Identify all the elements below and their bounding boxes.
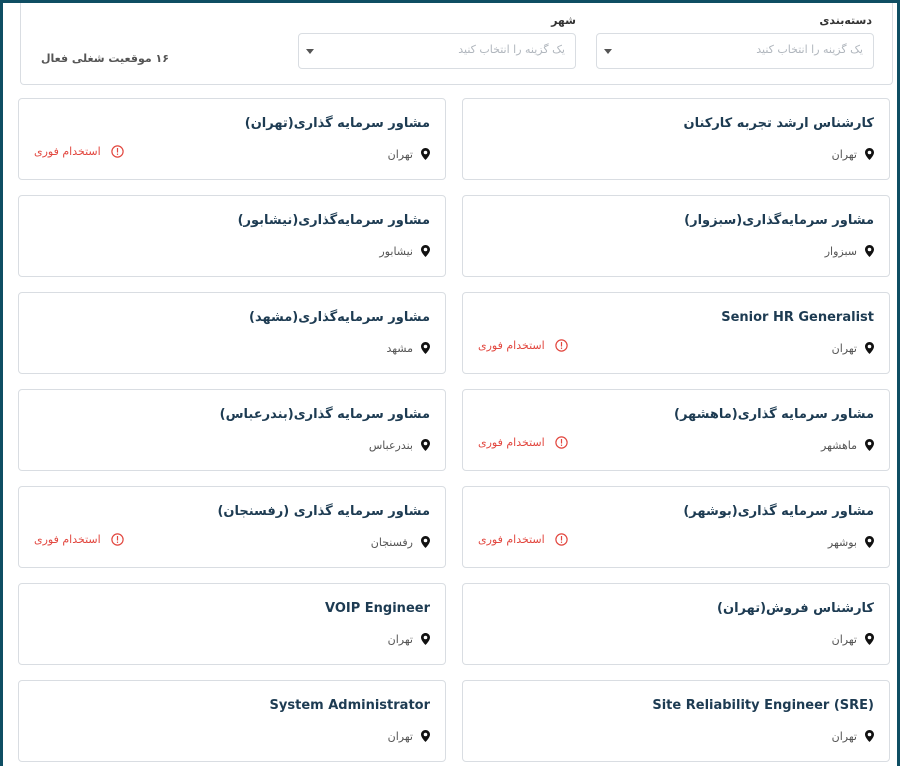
job-title[interactable]: مشاور سرمایه گذاری(بوشهر) [683, 504, 874, 519]
alert-circle-icon [111, 533, 124, 546]
job-title[interactable]: مشاور سرمایه گذاری(ماهشهر) [674, 407, 874, 422]
location-pin-icon [865, 242, 874, 261]
job-location-text: بوشهر [827, 536, 857, 549]
job-location-text: ماهشهر [821, 439, 857, 452]
job-location-text: تهران [387, 148, 413, 161]
urgent-hiring-label: استخدام فوری [34, 533, 101, 546]
job-title[interactable]: مشاور سرمایه گذاری(تهران) [244, 116, 430, 131]
category-select-placeholder: یک گزینه را انتخاب کنید [756, 43, 863, 56]
job-card[interactable]: مشاور سرمایه‌گذاری(مشهد) مشهد [18, 292, 446, 374]
job-location: سبزوار [825, 242, 874, 261]
category-select[interactable]: یک گزینه را انتخاب کنید [596, 33, 874, 69]
job-card[interactable]: Site Reliability Engineer (SRE) تهران [462, 680, 890, 762]
job-title[interactable]: مشاور سرمایه‌گذاری(سبزوار) [684, 213, 874, 228]
job-location-text: تهران [831, 730, 857, 743]
job-location-text: تهران [831, 148, 857, 161]
job-location: تهران [388, 630, 430, 649]
job-card[interactable]: کارشناس ارشد تجربه کارکنان تهران [462, 98, 890, 180]
city-filter-label: شهر [551, 14, 576, 27]
filter-panel: دسته‌بندی یک گزینه را انتخاب کنید شهر یک… [20, 3, 893, 85]
chevron-down-icon [604, 49, 612, 54]
urgent-hiring-label: استخدام فوری [34, 145, 101, 158]
job-card[interactable]: مشاور سرمایه گذاری(تهران) تهران استخدام فو… [18, 98, 446, 180]
job-location-text: تهران [831, 342, 857, 355]
job-title[interactable]: Senior HR Generalist [721, 310, 874, 325]
active-jobs-count: ۱۶ موقعیت شغلی فعال [41, 52, 169, 65]
job-title[interactable]: مشاور سرمایه گذاری(بندرعباس) [219, 407, 430, 422]
location-pin-icon [421, 145, 430, 164]
job-location-text: سبزوار [824, 245, 857, 258]
job-card[interactable]: VOIP Engineer تهران [18, 583, 446, 665]
chevron-down-icon [306, 49, 314, 54]
job-location-text: تهران [831, 633, 857, 646]
job-location: مشهد [386, 339, 430, 358]
job-location: تهران [832, 145, 874, 164]
job-location: تهران [388, 145, 430, 164]
job-location: بندرعباس [369, 436, 430, 455]
job-title[interactable]: Site Reliability Engineer (SRE) [652, 698, 874, 713]
location-pin-icon [865, 436, 874, 455]
job-card[interactable]: System Administrator تهران [18, 680, 446, 762]
job-location: تهران [832, 630, 874, 649]
job-location-text: تهران [387, 633, 413, 646]
location-pin-icon [421, 436, 430, 455]
location-pin-icon [421, 533, 430, 552]
category-filter-label: دسته‌بندی [819, 14, 872, 27]
job-card[interactable]: مشاور سرمایه گذاری(بندرعباس) بندرعباس [18, 389, 446, 471]
location-pin-icon [421, 242, 430, 261]
urgent-hiring-label: استخدام فوری [478, 533, 545, 546]
urgent-hiring-badge: استخدام فوری [478, 339, 568, 352]
job-title[interactable]: کارشناس فروش(تهران) [717, 601, 874, 616]
job-card[interactable]: مشاور سرمایه‌گذاری(سبزوار) سبزوار [462, 195, 890, 277]
urgent-hiring-label: استخدام فوری [478, 339, 545, 352]
job-card[interactable]: Senior HR Generalist تهران استخدام فوری [462, 292, 890, 374]
city-select-placeholder: یک گزینه را انتخاب کنید [458, 43, 565, 56]
location-pin-icon [865, 630, 874, 649]
urgent-hiring-badge: استخدام فوری [34, 145, 124, 158]
urgent-hiring-badge: استخدام فوری [478, 436, 568, 449]
job-title[interactable]: VOIP Engineer [325, 601, 430, 616]
location-pin-icon [865, 727, 874, 746]
job-title[interactable]: System Administrator [269, 698, 430, 713]
urgent-hiring-badge: استخدام فوری [34, 533, 124, 546]
job-card[interactable]: مشاور سرمایه گذاری(بوشهر) بوشهر استخدام فو… [462, 486, 890, 568]
urgent-hiring-label: استخدام فوری [478, 436, 545, 449]
job-title[interactable]: مشاور سرمایه گذاری (رفسنجان) [217, 504, 430, 519]
job-location-text: مشهد [386, 342, 413, 355]
job-location: تهران [832, 339, 874, 358]
job-card[interactable]: مشاور سرمایه گذاری (رفسنجان) رفسنجان استخد… [18, 486, 446, 568]
job-title[interactable]: مشاور سرمایه‌گذاری(مشهد) [249, 310, 430, 325]
alert-circle-icon [555, 436, 568, 449]
location-pin-icon [421, 630, 430, 649]
location-pin-icon [865, 533, 874, 552]
job-location-text: نیشابور [379, 245, 413, 258]
location-pin-icon [865, 145, 874, 164]
job-card[interactable]: مشاور سرمایه‌گذاری(نیشابور) نیشابور [18, 195, 446, 277]
location-pin-icon [421, 727, 430, 746]
job-location: ماهشهر [821, 436, 874, 455]
alert-circle-icon [555, 339, 568, 352]
job-location: تهران [832, 727, 874, 746]
job-location-text: تهران [387, 730, 413, 743]
job-location-text: رفسنجان [370, 536, 413, 549]
job-location: تهران [388, 727, 430, 746]
urgent-hiring-badge: استخدام فوری [478, 533, 568, 546]
location-pin-icon [865, 339, 874, 358]
job-title[interactable]: مشاور سرمایه‌گذاری(نیشابور) [237, 213, 430, 228]
job-card[interactable]: مشاور سرمایه گذاری(ماهشهر) ماهشهر استخدام … [462, 389, 890, 471]
alert-circle-icon [555, 533, 568, 546]
location-pin-icon [421, 339, 430, 358]
job-location: رفسنجان [371, 533, 430, 552]
job-card[interactable]: کارشناس فروش(تهران) تهران [462, 583, 890, 665]
job-location: بوشهر [828, 533, 874, 552]
alert-circle-icon [111, 145, 124, 158]
job-location-text: بندرعباس [368, 439, 413, 452]
city-select[interactable]: یک گزینه را انتخاب کنید [298, 33, 576, 69]
job-location: نیشابور [379, 242, 430, 261]
job-title[interactable]: کارشناس ارشد تجربه کارکنان [683, 116, 874, 131]
